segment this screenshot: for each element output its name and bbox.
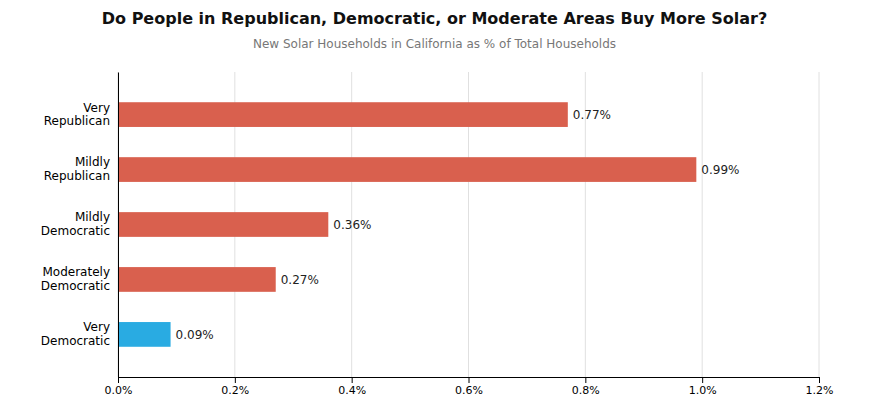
tick-label: 0.2% [221, 384, 249, 397]
tick-mark [819, 377, 820, 383]
x-axis: 0.0% 0.2% 0.4% 0.6% 0.8% 1.0% 1.2% [105, 377, 834, 397]
chart: Do People in Republican, Democratic, or … [0, 0, 869, 411]
tick-label: 1.2% [806, 384, 834, 397]
tick: 0.0% [105, 377, 133, 397]
tick-mark [702, 377, 703, 383]
tick: MildlyDemocratic [41, 210, 110, 238]
tick-label: MildlyDemocratic [41, 210, 110, 238]
data-label: 0.27% [281, 273, 319, 287]
tick: 0.4% [338, 377, 366, 397]
data-label: 0.77% [573, 108, 611, 122]
tick-label-line: Democratic [41, 224, 110, 238]
tick: ModeratelyDemocratic [41, 265, 110, 293]
tick: VeryRepublican [44, 101, 110, 129]
bars [118, 102, 696, 347]
tick-label-line: Very [83, 320, 110, 334]
tick-label-line: Republican [44, 169, 110, 183]
tick: VeryDemocratic [41, 320, 110, 348]
tick-label-line: Mildly [75, 155, 110, 169]
tick-label: MildlyRepublican [44, 155, 110, 183]
grid-line [819, 72, 820, 377]
tick-label-line: Mildly [75, 210, 110, 224]
tick-mark [352, 377, 353, 383]
grid-line [702, 72, 703, 377]
tick: 0.2% [221, 377, 249, 397]
tick: 0.6% [455, 377, 483, 397]
grid [118, 72, 819, 377]
tick-label: ModeratelyDemocratic [41, 265, 110, 293]
title: Do People in Republican, Democratic, or … [102, 9, 767, 28]
bar [118, 102, 568, 127]
tick-label: 1.0% [689, 384, 717, 397]
tick-mark [235, 377, 236, 383]
tick-label-line: Democratic [41, 279, 110, 293]
tick-label-line: Republican [44, 114, 110, 128]
tick: 1.0% [689, 377, 717, 397]
tick-label: 0.6% [455, 384, 483, 397]
axis-line [118, 73, 119, 378]
tick-label-line: Moderately [42, 265, 110, 279]
tick-label: VeryRepublican [44, 101, 110, 129]
tick-label: 0.4% [338, 384, 366, 397]
data-label: 0.09% [176, 328, 214, 342]
tick: 1.2% [806, 377, 834, 397]
tick-label: 0.0% [105, 384, 133, 397]
bar [118, 212, 328, 237]
tick-label: 0.8% [572, 384, 600, 397]
bar [118, 322, 171, 347]
tick: MildlyRepublican [44, 155, 110, 183]
y-axis: VeryRepublicanMildlyRepublicanMildlyDemo… [41, 73, 119, 378]
tick: 0.8% [572, 377, 600, 397]
data-label: 0.99% [701, 163, 739, 177]
tick-mark [469, 377, 470, 383]
axis-line [119, 378, 820, 384]
subtitle: New Solar Households in California as % … [253, 37, 616, 51]
tick-mark [118, 377, 119, 383]
tick-label: VeryDemocratic [41, 320, 110, 348]
data-label: 0.36% [333, 218, 371, 232]
tick-label-line: Democratic [41, 334, 110, 348]
bar [118, 157, 696, 182]
plot: 0.77% 0.99% 0.36% 0.27% 0.09% 0.0% 0.2% 0.4% 0.6… [41, 72, 834, 397]
bar [118, 267, 276, 292]
grid-line [118, 72, 119, 377]
tick-mark [585, 377, 586, 383]
tick-label-line: Very [83, 101, 110, 115]
data-labels: 0.77% 0.99% 0.36% 0.27% 0.09% [176, 108, 740, 342]
